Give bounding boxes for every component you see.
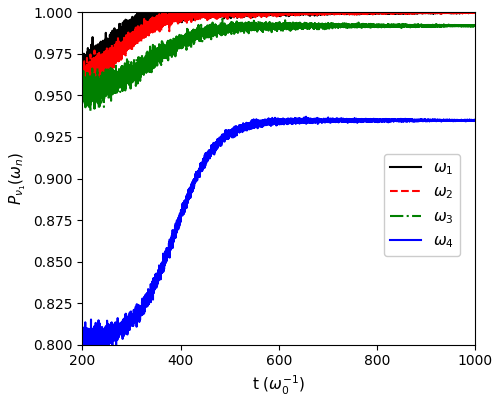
$\omega_1$ (472, 9, 478, 14)
$\omega_3$ (80, 82, 86, 86)
$\omega_3$ (222, 27, 228, 32)
$\omega_3$ (99, 73, 105, 78)
$\omega_1$ (312, 9, 318, 14)
$\omega_2$ (80, 75, 86, 80)
$\omega_4$ (80, 341, 86, 346)
$\omega_3$ (392, 23, 398, 27)
Line: $\omega_1$: $\omega_1$ (82, 4, 475, 82)
$\omega_4$ (81, 351, 87, 356)
$\omega_1$ (83, 79, 89, 84)
$\omega_2$ (222, 12, 228, 17)
$\omega_1$ (371, 10, 377, 15)
Y-axis label: $P_{\nu_1}(\omega_n)$: $P_{\nu_1}(\omega_n)$ (7, 152, 28, 205)
$\omega_4$ (329, 118, 335, 123)
$\omega_3$ (329, 23, 335, 28)
$\omega_2$ (329, 10, 335, 15)
$\omega_2$ (186, 4, 192, 9)
$\omega_1$ (80, 61, 86, 66)
$\omega_4$ (312, 119, 318, 124)
$\omega_2$ (371, 11, 377, 15)
$\omega_4$ (303, 114, 309, 119)
$\omega_4$ (392, 118, 398, 123)
$\omega_3$ (88, 109, 94, 114)
$\omega_3$ (371, 23, 377, 27)
$\omega_2$ (312, 10, 318, 15)
$\omega_1$ (329, 9, 335, 14)
$\omega_2$ (392, 11, 398, 15)
$\omega_3$ (220, 17, 226, 21)
$\omega_1$ (176, 2, 182, 6)
$\omega_2$ (80, 95, 86, 99)
Line: $\omega_2$: $\omega_2$ (82, 6, 475, 97)
$\omega_4$ (371, 118, 377, 123)
$\omega_4$ (472, 118, 478, 123)
Line: $\omega_3$: $\omega_3$ (82, 19, 475, 112)
X-axis label: t ($\omega_0^{-1}$): t ($\omega_0^{-1}$) (252, 374, 306, 397)
Legend: $\omega_1$, $\omega_2$, $\omega_3$, $\omega_4$: $\omega_1$, $\omega_2$, $\omega_3$, $\om… (384, 154, 460, 256)
$\omega_2$ (472, 10, 478, 15)
$\omega_1$ (222, 11, 228, 15)
Line: $\omega_4$: $\omega_4$ (82, 117, 475, 354)
$\omega_3$ (312, 23, 318, 28)
$\omega_1$ (99, 50, 105, 55)
$\omega_4$ (99, 330, 105, 335)
$\omega_1$ (392, 11, 398, 16)
$\omega_2$ (99, 64, 105, 69)
$\omega_4$ (222, 136, 228, 141)
$\omega_3$ (472, 23, 478, 28)
